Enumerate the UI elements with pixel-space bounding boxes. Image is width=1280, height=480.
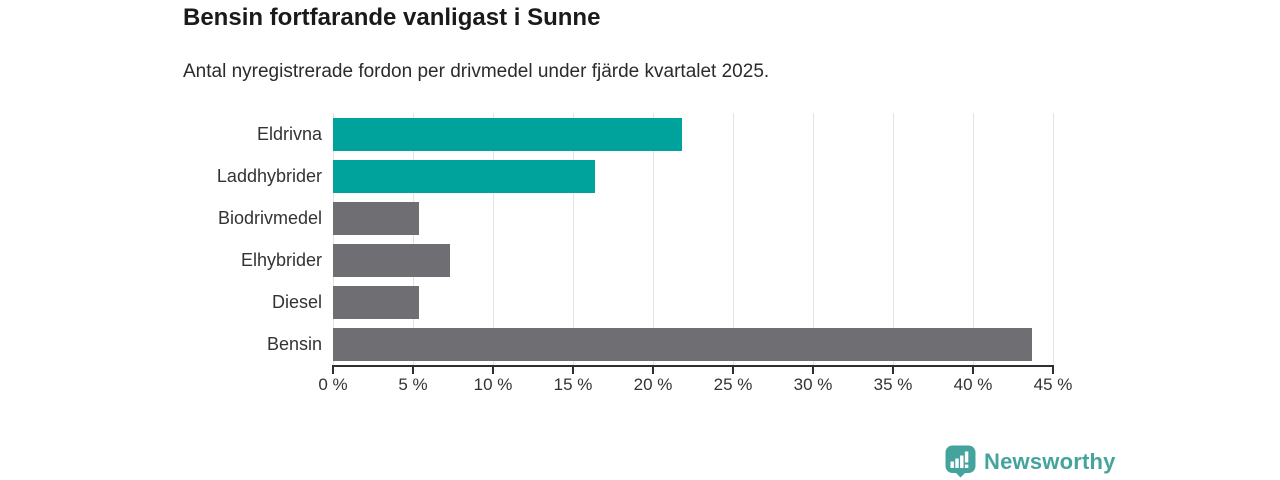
bar-row: Elhybrider — [183, 239, 1053, 281]
gridline — [893, 113, 894, 365]
axis-tick-label: 10 % — [473, 375, 513, 394]
gridline — [333, 113, 334, 365]
axis-tick-label: 35 % — [873, 375, 913, 394]
gridline — [573, 113, 574, 365]
bar-row: Laddhybrider — [183, 155, 1053, 197]
bar-track — [333, 285, 1053, 319]
bar-eldrivna — [333, 117, 682, 151]
newsworthy-logo-icon — [945, 445, 976, 478]
axis-tick-label: 20 % — [633, 375, 673, 394]
chart-subtitle: Antal nyregistrerade fordon per drivmede… — [183, 61, 770, 82]
bar-track — [333, 327, 1053, 361]
category-label: Biodrivmedel — [217, 207, 322, 228]
bar-row: Diesel — [183, 281, 1053, 323]
bar-row: Biodrivmedel — [183, 197, 1053, 239]
axis-tick-label: 45 % — [1033, 375, 1073, 394]
category-label: Elhybrider — [240, 249, 322, 270]
brand-name: Newsworthy — [984, 448, 1116, 474]
gridline — [412, 113, 414, 365]
axis-tick-label: 30 % — [793, 375, 833, 394]
bar-track — [333, 159, 1053, 193]
gridline — [733, 113, 734, 365]
category-label: Laddhybrider — [216, 165, 322, 186]
bar-track — [333, 117, 1053, 151]
bar-row: Bensin — [183, 323, 1053, 365]
x-axis-line — [333, 365, 1054, 367]
bar-track — [333, 201, 1053, 235]
bar-biodrivmedel — [333, 201, 420, 235]
gridline — [652, 113, 654, 365]
axis-tick-label: 5 % — [398, 375, 428, 394]
category-label: Diesel — [271, 291, 322, 312]
gridline — [1053, 113, 1054, 365]
category-label: Eldrivna — [256, 123, 322, 144]
axis-tick-label: 15 % — [553, 375, 593, 394]
plot-gridlines — [333, 113, 1054, 365]
gridline — [492, 113, 494, 365]
bar-diesel — [333, 285, 420, 319]
gridline — [972, 113, 974, 365]
bar-bensin — [333, 327, 1033, 361]
bar-elhybrider — [333, 243, 450, 277]
brand-footer: Newsworthy — [945, 445, 1116, 478]
bar-track — [333, 243, 1053, 277]
chart-title: Bensin fortfarande vanligast i Sunne — [183, 4, 601, 31]
bar-row: Eldrivna — [183, 113, 1053, 155]
axis-tick-label: 40 % — [953, 375, 993, 394]
axis-tick-label: 25 % — [713, 375, 753, 394]
category-label: Bensin — [266, 333, 322, 354]
bar-laddhybrider — [333, 159, 596, 193]
bar-rows: Eldrivna Laddhybrider Biodrivmedel Elhybrid… — [183, 113, 1053, 365]
gridline — [813, 113, 814, 365]
axis-tick-label: 0 % — [318, 375, 348, 394]
